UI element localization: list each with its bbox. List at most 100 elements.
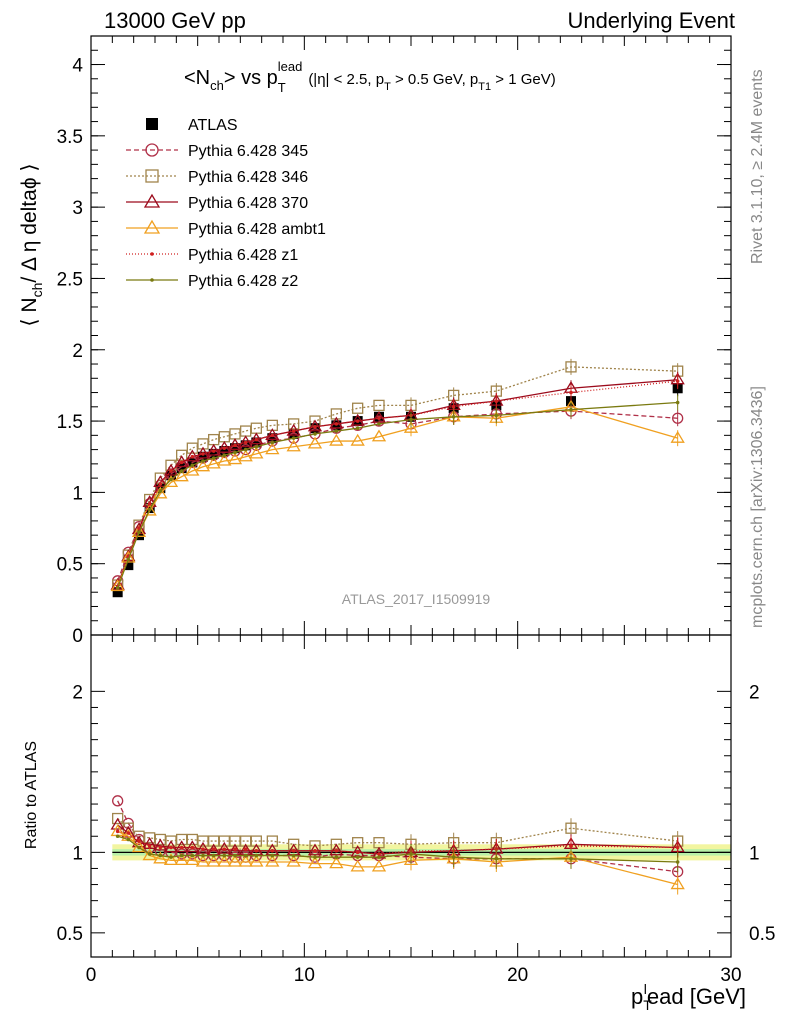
ratio-data-point xyxy=(137,839,141,843)
y-tick-label: 3.5 xyxy=(57,127,83,148)
data-point xyxy=(254,437,259,442)
ratio-data-point xyxy=(307,843,323,856)
ratio-data-point xyxy=(569,856,573,861)
data-point xyxy=(243,447,248,452)
ratio-data-point xyxy=(254,853,259,858)
ratio-data-point xyxy=(153,838,168,851)
data-point xyxy=(217,453,232,466)
ratio-data-point xyxy=(675,845,680,850)
ratio-data-point xyxy=(176,833,188,846)
legend-item: Pythia 6.428 z2 xyxy=(126,273,298,290)
ratio-data-point xyxy=(126,837,131,842)
ratio-data-point xyxy=(222,853,227,858)
data-point xyxy=(169,477,173,482)
x-tick-label: 10 xyxy=(294,965,315,986)
ratio-data-point xyxy=(197,835,209,847)
data-point xyxy=(288,432,300,444)
data-point xyxy=(350,433,365,446)
series-pythia-6-428-z2 xyxy=(115,394,680,590)
y-tick-label: 3 xyxy=(72,198,83,219)
data-point xyxy=(222,453,227,458)
legend-marker xyxy=(145,143,159,157)
data-point xyxy=(110,579,125,592)
ratio-data-point xyxy=(208,835,220,847)
ratio-data-point xyxy=(158,853,163,858)
ratio-series-line xyxy=(117,818,678,847)
ratio-y-tick-label-right: 0.5 xyxy=(749,924,775,945)
data-point xyxy=(169,469,173,473)
y-tick-label: 2 xyxy=(72,341,83,362)
ratio-data-point xyxy=(233,853,237,858)
legend-marker xyxy=(150,252,154,256)
ratio-data-point xyxy=(153,851,168,864)
ratio-data-point xyxy=(131,840,147,853)
data-point xyxy=(176,463,187,474)
data-point xyxy=(451,405,456,409)
ratio-data-point xyxy=(250,835,262,847)
main-panel-frame xyxy=(90,35,732,636)
ratio-data-point xyxy=(266,835,278,847)
data-point xyxy=(377,422,381,426)
legend-item: Pythia 6.428 346 xyxy=(126,169,308,186)
data-point xyxy=(201,459,205,463)
legend-label: Pythia 6.428 346 xyxy=(188,169,308,186)
x-tick-label: 30 xyxy=(720,965,741,986)
data-point xyxy=(240,425,252,437)
data-point xyxy=(163,475,179,488)
data-point xyxy=(291,429,296,433)
legend-label: Pythia 6.428 z1 xyxy=(188,247,298,264)
ratio-y-tick-label: 2 xyxy=(72,682,83,703)
ratio-data-point xyxy=(377,855,381,859)
series-pythia-6-428-ambt1 xyxy=(110,398,685,592)
data-point xyxy=(350,413,365,426)
legend-marker xyxy=(146,118,158,130)
ratio-data-point xyxy=(565,822,577,834)
legend-label: Pythia 6.428 ambt1 xyxy=(188,221,326,238)
data-point xyxy=(123,560,134,571)
ratio-data-point xyxy=(307,856,323,869)
ratio-data-point xyxy=(190,845,195,850)
ratio-data-point xyxy=(137,845,141,850)
data-point xyxy=(270,433,275,438)
data-point xyxy=(134,530,144,541)
series-pythia-6-428-z1 xyxy=(115,373,680,589)
data-point xyxy=(147,501,152,506)
ratio-data-point xyxy=(112,812,124,825)
data-point xyxy=(288,428,299,439)
ratio-data-point xyxy=(270,853,275,858)
header-right: Underlying Event xyxy=(567,8,735,33)
ratio-data-point xyxy=(206,854,221,867)
data-point xyxy=(352,402,364,414)
ratio-data-point xyxy=(670,877,685,890)
ratio-data-point xyxy=(144,832,156,844)
legend-item: Pythia 6.428 345 xyxy=(126,143,308,160)
ratio-y-tick-label: 1 xyxy=(72,843,83,864)
data-point xyxy=(288,418,300,430)
data-point xyxy=(112,587,123,598)
data-point xyxy=(334,422,339,426)
data-point xyxy=(334,429,339,433)
ratio-data-point xyxy=(179,845,184,850)
y-tick-label: 0 xyxy=(72,626,83,647)
legend-item: ATLAS xyxy=(146,117,238,134)
data-point xyxy=(227,452,243,465)
ratio-data-point xyxy=(142,837,157,849)
data-point xyxy=(158,489,163,493)
ratio-data-point xyxy=(350,859,365,872)
ratio-data-point xyxy=(329,843,344,856)
data-point xyxy=(675,400,680,405)
ratio-panel: 0.5 0.51 12 20 10 20 30 Ratio to ATLAS pTlead … xyxy=(23,634,775,1013)
ratio-data-point xyxy=(147,852,152,856)
legend-marker xyxy=(150,278,154,282)
data-point xyxy=(267,433,278,444)
data-point xyxy=(265,442,280,455)
ratio-data-point xyxy=(355,855,360,859)
ratio-data-point xyxy=(163,853,179,866)
ratio-data-point xyxy=(227,854,243,867)
data-point xyxy=(195,459,211,472)
ratio-y-tick-label-right: 1 xyxy=(749,843,760,864)
ratio-data-point xyxy=(195,854,211,867)
data-point xyxy=(163,463,179,476)
ratio-data-point xyxy=(195,841,211,854)
ratio-data-point xyxy=(190,853,195,858)
